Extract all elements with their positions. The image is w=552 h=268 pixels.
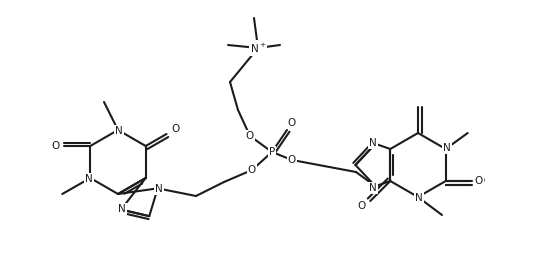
Text: O: O <box>248 165 256 175</box>
Text: N: N <box>115 126 123 136</box>
Text: O: O <box>171 124 179 134</box>
Text: O: O <box>288 118 296 128</box>
Text: N: N <box>118 204 126 214</box>
Text: O: O <box>288 155 296 165</box>
Text: N: N <box>369 138 377 148</box>
Text: N: N <box>369 183 377 193</box>
Text: N: N <box>443 143 450 153</box>
Text: P: P <box>269 147 275 157</box>
Text: N: N <box>155 184 163 194</box>
Text: N: N <box>415 193 423 203</box>
Text: O: O <box>246 131 254 141</box>
Text: O: O <box>357 201 365 211</box>
Text: O: O <box>475 176 483 186</box>
Text: O: O <box>51 141 60 151</box>
Text: N: N <box>86 174 93 184</box>
Text: N$^+$: N$^+$ <box>250 42 266 55</box>
Text: O: O <box>476 176 485 186</box>
